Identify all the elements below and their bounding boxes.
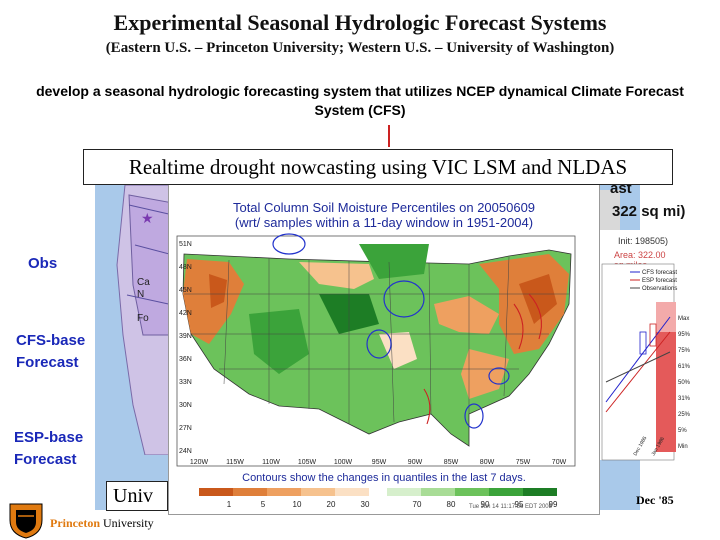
legend-swatch — [301, 488, 335, 496]
slide-description: develop a seasonal hydrologic forecastin… — [36, 83, 684, 118]
lon-tick-label: 75W — [516, 459, 531, 466]
connector-line — [388, 125, 390, 147]
west-us-map: ★ Ca N Fo — [116, 185, 174, 455]
legend-swatch — [335, 488, 369, 496]
legend-label: 30 — [361, 500, 370, 509]
basin-pct-label: Max — [678, 316, 689, 322]
cfs-label-line2: Forecast — [16, 354, 79, 371]
slide-subtitle: (Eastern U.S. – Princeton University; We… — [105, 40, 615, 56]
lat-tick-label: 39N — [179, 333, 192, 340]
basin-pct-label: 75% — [678, 348, 691, 354]
lon-tick-label: 115W — [226, 459, 244, 466]
lon-tick-label: 70W — [552, 459, 567, 466]
basin-pct-label: 25% — [678, 412, 691, 418]
legend-swatch — [421, 488, 455, 496]
legend-label: 10 — [293, 500, 302, 509]
esp-forecast-label: ESP-base Forecast — [14, 427, 83, 471]
lon-tick-label: 95W — [372, 459, 387, 466]
soil-moisture-map: Total Column Soil Moisture Percentiles o… — [168, 183, 600, 515]
partial-area-text: 322 sq mi) — [612, 203, 686, 220]
legend-swatch — [267, 488, 301, 496]
map-legend: 1 5 10 20 30 70 80 90 95 99 — [199, 488, 558, 509]
legend-label: 70 — [413, 500, 422, 509]
legend-swatch — [233, 488, 267, 496]
lat-tick-label: 30N — [179, 402, 192, 409]
legend-label: 95 — [515, 500, 524, 509]
legend-label: 1 — [227, 500, 232, 509]
map-graphic: 51N 48N 45N 42N 39N 36N 33N 30N 27N 24N 120W 115W 1… — [176, 233, 576, 467]
lat-tick-label: 24N — [179, 448, 192, 455]
basin-pct-label: 31% — [678, 396, 691, 402]
lon-tick-label: 80W — [480, 459, 495, 466]
logo-princeton: Princeton — [50, 516, 100, 530]
cfs-forecast-label: CFS-base Forecast — [16, 330, 85, 374]
princeton-logo-text: Princeton University — [50, 516, 154, 531]
map-footer: Contours show the changes in quantiles i… — [242, 472, 526, 484]
west-map-label: N — [137, 289, 144, 300]
legend-label: 90 — [481, 500, 490, 509]
basin-legend-label: Observations — [642, 286, 677, 292]
legend-swatch — [387, 488, 421, 496]
obs-label: Obs — [28, 255, 58, 272]
legend-swatch — [199, 488, 233, 496]
west-map-label: Ca — [137, 277, 150, 288]
map-timestamp: Tue Jun 14 11:17:56 EDT 2005 — [469, 504, 552, 510]
lat-tick-label: 42N — [179, 310, 192, 317]
basin-chart: CFS forecast ESP forecast Observations Max… — [601, 263, 691, 461]
esp-label-line1: ESP-base — [14, 429, 84, 446]
basin-forecast-panel: Init: 198505) Area: 322.00 sq.miles CFS … — [600, 230, 692, 461]
lat-tick-label: 33N — [179, 379, 192, 386]
basin-pct-label: 50% — [678, 380, 691, 386]
basin-pct-label: 95% — [678, 332, 691, 338]
drought-caption: Realtime drought nowcasting using VIC LS… — [83, 149, 673, 185]
legend-label: 20 — [327, 500, 336, 509]
lon-tick-label: 105W — [298, 459, 317, 466]
lat-tick-label: 51N — [179, 241, 192, 248]
cfs-label-line1: CFS-base — [16, 332, 86, 349]
star-icon: ★ — [141, 210, 154, 226]
west-map-label: Fo — [137, 313, 149, 324]
legend-swatch — [455, 488, 489, 496]
legend-swatch — [523, 488, 557, 496]
map-subtitle: (wrt/ samples within a 11-day window in … — [234, 215, 534, 230]
basin-init-text: Init: 198505) — [618, 236, 669, 246]
lon-tick-label: 110W — [262, 459, 280, 466]
lat-tick-label: 48N — [179, 264, 192, 271]
university-text-box: Univ — [106, 481, 168, 511]
legend-label: 5 — [261, 500, 266, 509]
dec-label: Dec '85 — [636, 493, 674, 507]
legend-swatch — [489, 488, 523, 496]
lat-tick-label: 36N — [179, 356, 192, 363]
lon-tick-label: 90W — [408, 459, 423, 466]
map-title: Total Column Soil Moisture Percentiles o… — [232, 200, 536, 215]
princeton-shield-icon — [9, 503, 43, 539]
legend-label: 80 — [447, 500, 456, 509]
esp-label-line2: Forecast — [14, 451, 77, 468]
lon-tick-label: 85W — [444, 459, 459, 466]
basin-pct-label: Min — [678, 444, 688, 450]
slide-title: Experimental Seasonal Hydrologic Forecas… — [113, 10, 607, 35]
basin-pct-label: 61% — [678, 364, 691, 370]
basin-legend-label: CFS forecast — [642, 270, 677, 276]
lon-tick-label: 120W — [190, 459, 209, 466]
basin-legend-label: ESP forecast — [642, 278, 677, 284]
lat-tick-label: 45N — [179, 287, 192, 294]
logo-university: University — [100, 516, 154, 530]
lon-tick-label: 100W — [334, 459, 353, 466]
basin-pct-label: 5% — [678, 428, 687, 434]
lat-tick-label: 27N — [179, 425, 192, 432]
legend-label: 99 — [549, 500, 558, 509]
